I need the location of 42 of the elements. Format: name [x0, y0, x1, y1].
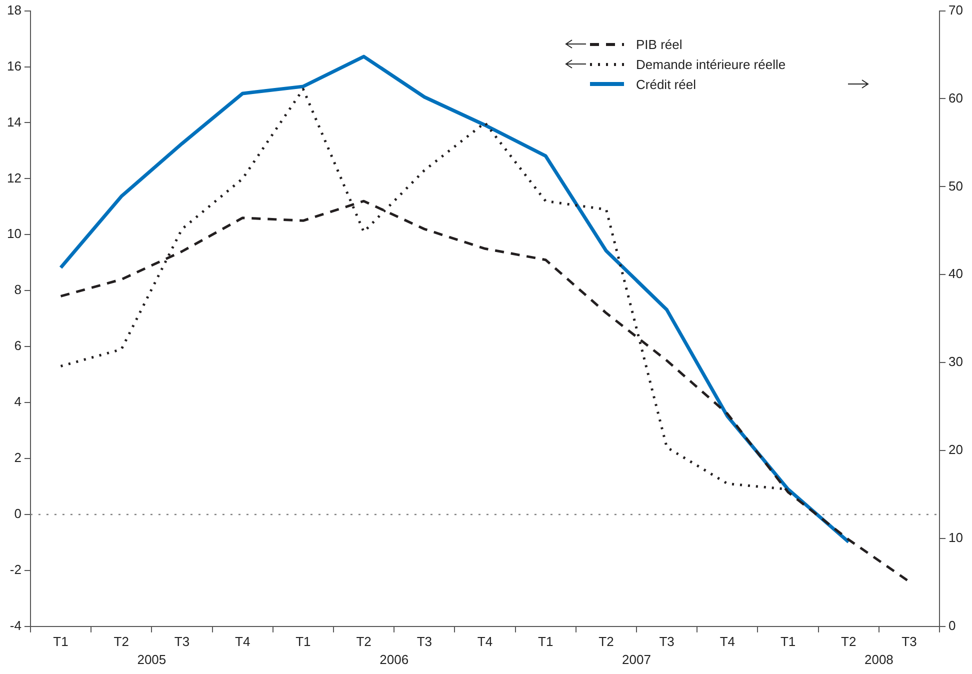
- y-tick-label: 2: [14, 450, 22, 466]
- y-tick-label: 6: [14, 338, 22, 354]
- y-tick-label: 18: [6, 2, 22, 18]
- x-tick-label: T4: [234, 634, 250, 649]
- legend-label: Demande intérieure réelle: [636, 56, 787, 72]
- text: 2005: [137, 652, 166, 668]
- text: 2006: [380, 652, 409, 668]
- y-tick-label: 16: [6, 58, 22, 74]
- x-tick-label: T2: [598, 634, 614, 649]
- x-tick-label: T4: [477, 634, 493, 649]
- legend-label: Crédit réel: [636, 76, 697, 92]
- x-tick-label: T1: [296, 634, 311, 649]
- text: 2008: [864, 652, 894, 668]
- text: 2007: [622, 652, 651, 668]
- y2-tick-label: 30: [948, 354, 964, 370]
- x-tick-label: T1: [53, 634, 68, 649]
- y-tick-label: 12: [6, 170, 22, 186]
- y-tick-label: 14: [6, 114, 22, 130]
- y-tick-label: 10: [6, 226, 22, 242]
- y2-tick-label: 20: [948, 442, 964, 458]
- y-tick-label: 8: [14, 282, 22, 298]
- y2-tick-label: 40: [948, 266, 964, 282]
- y2-tick-label: 10: [948, 530, 964, 546]
- x-tick-label: T3: [659, 634, 674, 649]
- y2-tick-label: 70: [948, 2, 964, 18]
- x-tick-label: T3: [902, 634, 917, 649]
- x-tick-label: T3: [174, 634, 190, 649]
- x-tick-label: T2: [841, 634, 856, 649]
- x-tick-label: T2: [114, 634, 129, 649]
- y-tick-label: -2: [10, 562, 22, 578]
- x-tick-label: T1: [780, 634, 796, 649]
- y2-tick-label: 0: [948, 618, 956, 633]
- legend-label: PIB réel: [636, 36, 684, 52]
- y-tick-label: 0: [14, 506, 22, 522]
- y-tick-label: -4: [10, 618, 22, 633]
- x-tick-label: T3: [416, 634, 432, 649]
- y2-tick-label: 50: [948, 178, 964, 194]
- x-tick-label: T1: [538, 634, 554, 649]
- x-tick-label: T4: [720, 634, 736, 649]
- y-tick-label: 4: [14, 394, 22, 410]
- x-tick-label: T2: [356, 634, 372, 649]
- y2-tick-label: 60: [948, 90, 964, 106]
